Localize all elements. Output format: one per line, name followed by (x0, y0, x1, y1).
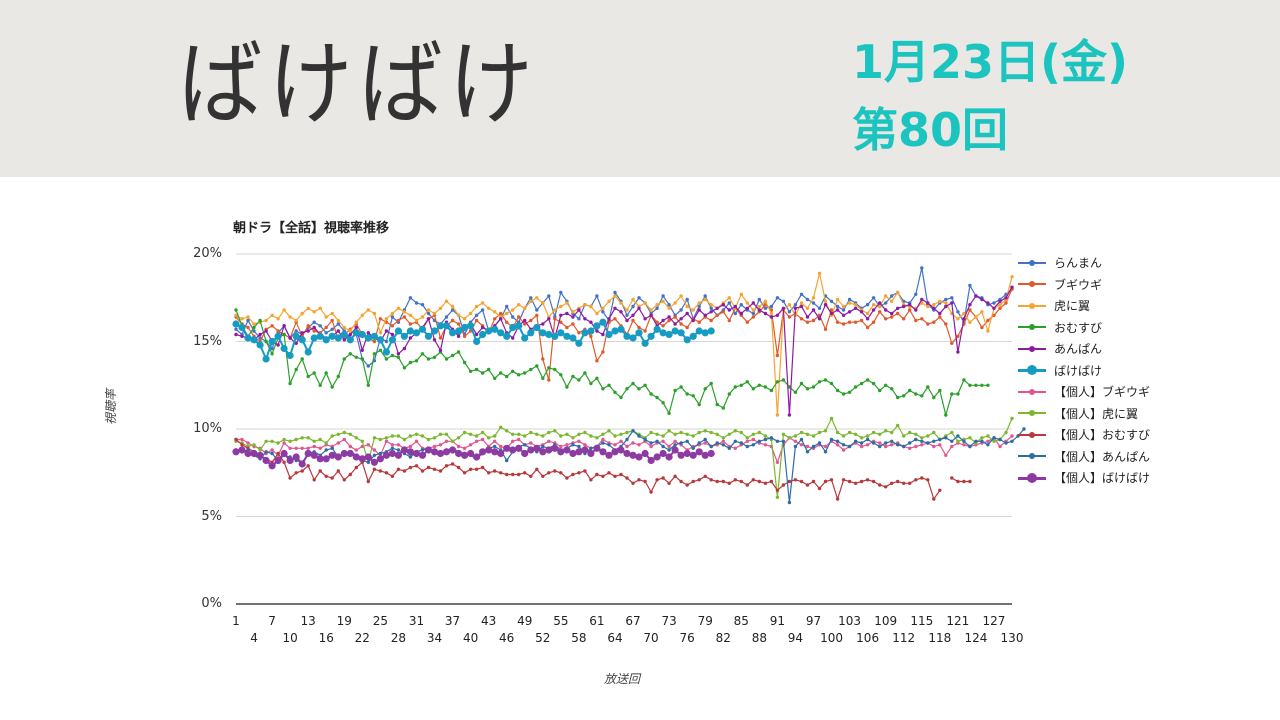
x-tick-label: 28 (390, 631, 407, 645)
x-tick-label: 49 (517, 614, 533, 628)
legend-label: 【個人】おむすび (1054, 428, 1151, 443)
x-axis-title: 放送回 (604, 672, 641, 686)
legend-label: 虎に翼 (1054, 299, 1091, 314)
legend-marker-icon (1018, 344, 1046, 354)
x-tick-label: 100 (820, 631, 843, 645)
legend-item[interactable]: 【個人】あんぱん (1018, 446, 1150, 468)
x-tick-label: 85 (733, 614, 749, 628)
legend-marker-icon (1018, 365, 1046, 376)
x-tick-label: 4 (250, 631, 258, 645)
legend-item[interactable]: らんまん (1018, 252, 1150, 274)
legend-label: 【個人】ブギウギ (1054, 385, 1151, 400)
legend-item[interactable]: 虎に翼 (1018, 295, 1150, 317)
x-tick-label: 103 (838, 614, 862, 628)
x-tick-label: 13 (300, 614, 316, 628)
x-tick-label: 10 (282, 631, 298, 645)
x-tick-label: 121 (946, 614, 970, 628)
legend-label: あんぱん (1054, 342, 1103, 357)
x-tick-label: 58 (571, 631, 587, 645)
legend-marker-icon (1018, 430, 1046, 440)
y-tick-label: 0% (201, 596, 222, 611)
legend-item[interactable]: 【個人】おむすび (1018, 424, 1150, 446)
legend-marker-icon (1018, 258, 1046, 268)
y-tick-label: 20% (193, 246, 222, 261)
series-line (234, 285, 1014, 417)
x-tick-label: 73 (661, 614, 677, 628)
x-tick-label: 124 (964, 631, 988, 645)
y-tick-label: 5% (201, 508, 222, 524)
x-tick-label: 52 (535, 631, 551, 645)
legend-marker-icon (1018, 451, 1046, 461)
series-line (234, 416, 1014, 499)
legend-item[interactable]: ばけばけ (1018, 360, 1150, 382)
x-tick-label: 55 (553, 614, 569, 628)
legend-label: 【個人】虎に翼 (1054, 406, 1139, 421)
x-tick-label: 46 (499, 631, 515, 645)
legend-label: 【個人】ばけばけ (1054, 471, 1151, 486)
x-tick-label: 7 (268, 614, 276, 628)
legend-label: おむすび (1054, 320, 1103, 335)
chart-legend: らんまんブギウギ虎に翼おむすびあんぱんばけばけ【個人】ブギウギ 【個人】虎に翼 【個… (1018, 252, 1150, 489)
legend-item[interactable]: 【個人】ブギウギ (1018, 381, 1150, 403)
x-tick-label: 70 (643, 631, 659, 645)
x-tick-label: 94 (787, 631, 804, 645)
legend-item[interactable]: 【個人】ばけばけ (1018, 467, 1150, 489)
series-line (234, 437, 972, 501)
legend-marker-icon (1018, 472, 1046, 483)
series-line (234, 271, 1014, 417)
x-tick-label: 106 (856, 631, 880, 645)
chart-title: 朝ドラ【全話】視聴率推移 (233, 221, 390, 236)
x-tick-label: 115 (910, 614, 934, 628)
x-tick-label: 16 (318, 631, 334, 645)
legend-label: 【個人】あんぱん (1054, 449, 1151, 464)
legend-marker-icon (1018, 408, 1046, 418)
show-title: ばけばけ (178, 31, 539, 138)
y-tick-label: 10% (193, 421, 222, 436)
legend-marker-icon (1018, 279, 1046, 289)
series-line (234, 308, 990, 418)
legend-item[interactable]: ブギウギ (1018, 274, 1150, 296)
x-tick-label: 88 (751, 631, 767, 645)
x-tick-label: 22 (354, 631, 370, 645)
x-tick-label: 109 (874, 614, 898, 628)
x-tick-label: 76 (679, 631, 695, 645)
episode-number: 第80回 (852, 103, 1009, 157)
x-tick-label: 64 (607, 631, 623, 645)
x-tick-label: 43 (481, 614, 497, 628)
legend-item[interactable]: おむすび (1018, 317, 1150, 339)
series-line (232, 318, 715, 363)
x-tick-label: 82 (715, 631, 731, 645)
broadcast-date: 1月23日(金) (852, 35, 1129, 89)
legend-marker-icon (1018, 301, 1046, 311)
legend-marker-icon (1018, 387, 1046, 397)
x-tick-label: 61 (589, 614, 605, 628)
legend-label: ブギウギ (1054, 277, 1103, 292)
x-tick-label: 67 (625, 614, 641, 628)
x-tick-label: 127 (982, 614, 1006, 628)
x-tick-label: 112 (892, 631, 916, 645)
x-tick-label: 37 (444, 614, 461, 628)
x-tick-label: 79 (697, 614, 713, 628)
header-banner: ばけばけ 1月23日(金) 第80回 (0, 0, 1280, 177)
x-tick-label: 97 (805, 614, 822, 628)
y-tick-label: 15% (193, 333, 222, 349)
x-tick-label: 34 (426, 631, 443, 645)
x-tick-label: 91 (769, 614, 786, 628)
series-line (232, 444, 715, 470)
x-tick-label: 130 (1000, 631, 1024, 645)
x-tick-label: 118 (928, 631, 952, 645)
legend-item[interactable]: 【個人】虎に翼 (1018, 403, 1150, 425)
legend-label: ばけばけ (1054, 363, 1103, 378)
x-tick-label: 40 (462, 631, 479, 645)
series-line (234, 427, 1026, 505)
legend-marker-icon (1018, 322, 1046, 332)
x-tick-label: 31 (408, 614, 425, 628)
legend-item[interactable]: あんぱん (1018, 338, 1150, 360)
x-tick-label: 25 (372, 614, 388, 628)
x-tick-label: 19 (336, 614, 352, 628)
x-tick-label: 1 (232, 614, 240, 628)
legend-label: らんまん (1054, 256, 1103, 271)
